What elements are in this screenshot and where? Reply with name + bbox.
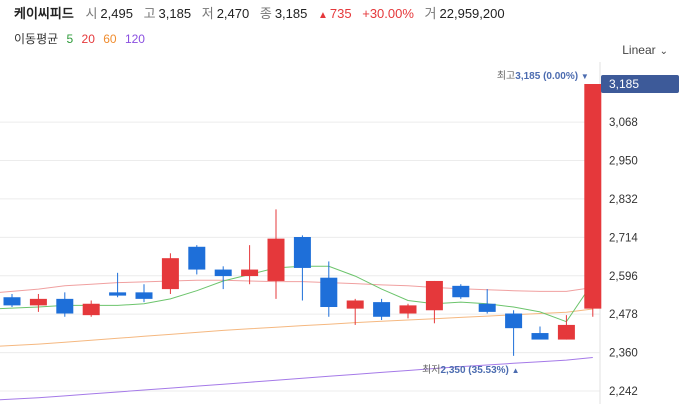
candle-body bbox=[109, 292, 127, 296]
candle bbox=[56, 292, 74, 317]
candle bbox=[320, 261, 338, 317]
candle bbox=[531, 326, 549, 340]
candles bbox=[3, 84, 602, 356]
candle bbox=[29, 293, 47, 312]
candle-body bbox=[56, 298, 74, 314]
grid-lines bbox=[0, 62, 601, 404]
min-label-prefix: 최저 bbox=[422, 364, 440, 376]
volume-label: 거 bbox=[424, 6, 437, 21]
stock-name: 케이씨피드 bbox=[14, 6, 74, 21]
candle-body bbox=[135, 292, 153, 299]
candle bbox=[373, 298, 391, 321]
ma-20-line bbox=[0, 279, 593, 293]
ma-legend-label: 이동평균 bbox=[14, 32, 59, 46]
candle-body bbox=[399, 305, 417, 314]
ma-legend-5[interactable]: 5 bbox=[66, 32, 74, 46]
candle-body bbox=[373, 302, 391, 317]
change-value: 735 bbox=[329, 6, 352, 21]
candle bbox=[135, 284, 153, 303]
candle bbox=[584, 84, 602, 317]
last-price-tag bbox=[601, 75, 679, 93]
candle-body bbox=[267, 238, 285, 281]
ma-60-line bbox=[0, 308, 593, 347]
min-price-label: 최저2,350 (35.53%) ▲ bbox=[422, 364, 520, 376]
candle-body bbox=[241, 269, 259, 277]
y-tick-label: 2,950 bbox=[609, 156, 638, 168]
min-label-value: 2,350 (35.53%) bbox=[441, 365, 512, 376]
low-label: 저 bbox=[201, 6, 214, 21]
open-label: 시 bbox=[85, 6, 98, 21]
candle bbox=[452, 284, 470, 299]
candle-body bbox=[584, 84, 602, 309]
candle-body bbox=[29, 298, 47, 306]
candle-body bbox=[293, 237, 311, 268]
y-tick-label: 2,832 bbox=[609, 194, 638, 206]
max-label-value: 3,185 (0.00%) bbox=[515, 71, 581, 82]
candle-body bbox=[320, 277, 338, 308]
candle-body bbox=[214, 269, 232, 277]
chart-header: 케이씨피드 시 2,495 고 3,185 저 2,470 종 3,185 ▲ 735 +… bbox=[0, 0, 686, 60]
volume-value: 22,959,200 bbox=[439, 6, 505, 21]
candle bbox=[346, 298, 364, 325]
candle bbox=[267, 209, 285, 299]
annotations: 3,185 최고3,185 (0.00%) ▼ 최저2,350 (35.53%) ▲ bbox=[422, 70, 679, 376]
high-label: 고 bbox=[143, 6, 156, 21]
low-value: 2,470 bbox=[216, 6, 250, 21]
candle-body bbox=[478, 303, 496, 312]
candle bbox=[505, 310, 523, 356]
max-price-label: 최고3,185 (0.00%) ▼ bbox=[497, 70, 589, 82]
candle-body bbox=[531, 333, 549, 340]
close-value: 3,185 bbox=[274, 6, 308, 21]
chevron-down-icon: ⌄ bbox=[659, 46, 668, 57]
moving-average-lines bbox=[0, 265, 594, 401]
candle-body bbox=[452, 285, 470, 298]
candle bbox=[82, 300, 100, 317]
max-label-prefix: 최고 bbox=[497, 70, 515, 82]
candle-body bbox=[3, 297, 21, 306]
ma-legend-120[interactable]: 120 bbox=[124, 32, 145, 46]
candle bbox=[425, 280, 443, 324]
max-arrow-icon: ▼ bbox=[581, 72, 589, 81]
candle bbox=[399, 303, 417, 319]
y-tick-label: 2,242 bbox=[609, 386, 638, 398]
candle-body bbox=[505, 313, 523, 329]
moving-average-legend: 이동평균 5 20 60 120 bbox=[14, 30, 150, 47]
y-tick-label: 2,596 bbox=[609, 271, 638, 283]
y-tick-label: 3,068 bbox=[609, 117, 638, 129]
candle-body bbox=[346, 300, 364, 309]
candle bbox=[557, 315, 575, 340]
high-value: 3,185 bbox=[158, 6, 192, 21]
y-tick-label: 2,360 bbox=[609, 348, 638, 360]
candle-body bbox=[82, 303, 100, 316]
last-price-label: 3,185 bbox=[609, 77, 639, 91]
change-percent: +30.00% bbox=[362, 6, 414, 21]
open-value: 2,495 bbox=[100, 6, 133, 21]
change-up-icon: ▲ bbox=[318, 10, 328, 21]
candle bbox=[161, 253, 179, 294]
y-axis: 3,068 2,950 2,832 2,714 2,596 2,478 2,360 2,242 bbox=[609, 117, 638, 398]
ma-legend-20[interactable]: 20 bbox=[81, 32, 95, 46]
candle bbox=[241, 245, 259, 285]
scale-selector[interactable]: Linear ⌄ bbox=[622, 43, 668, 57]
candle bbox=[3, 293, 21, 308]
y-tick-label: 2,714 bbox=[609, 232, 638, 244]
candle bbox=[109, 272, 127, 298]
candle-body bbox=[161, 258, 179, 290]
close-label: 종 bbox=[259, 6, 272, 21]
scale-label: Linear bbox=[622, 43, 656, 57]
candle bbox=[478, 289, 496, 314]
candle-body bbox=[557, 324, 575, 340]
y-tick-label: 2,478 bbox=[609, 309, 638, 321]
candle-body bbox=[425, 280, 443, 311]
ma-120-line bbox=[0, 357, 593, 401]
candle bbox=[214, 266, 232, 290]
candle bbox=[293, 235, 311, 301]
candle bbox=[188, 245, 206, 275]
candle-body bbox=[188, 246, 206, 270]
price-summary: 케이씨피드 시 2,495 고 3,185 저 2,470 종 3,185 ▲ 735 +… bbox=[14, 3, 512, 22]
ma-legend-60[interactable]: 60 bbox=[103, 32, 117, 46]
min-arrow-icon: ▲ bbox=[512, 366, 520, 375]
